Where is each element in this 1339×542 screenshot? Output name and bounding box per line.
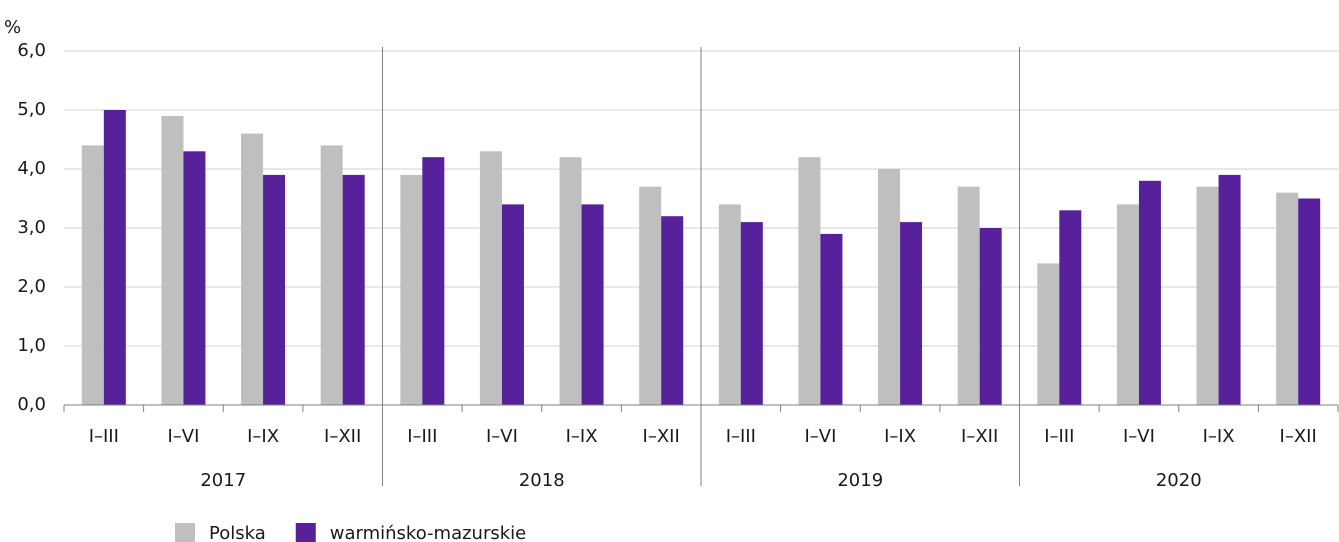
bar	[1298, 198, 1321, 405]
bar	[820, 233, 843, 405]
x-tick-label: I–IX	[247, 426, 279, 447]
group-label: 2019	[837, 470, 883, 491]
bar	[342, 174, 365, 405]
x-tick-label: I–VI	[486, 426, 518, 447]
group-label: 2020	[1156, 470, 1202, 491]
y-tick-label: 4,0	[17, 158, 46, 179]
bar	[501, 204, 524, 405]
bar	[740, 222, 763, 405]
x-tick-label: I–XII	[1280, 426, 1317, 447]
x-tick-label: I–III	[726, 426, 756, 447]
bar	[263, 174, 286, 405]
group-label: 2017	[200, 470, 246, 491]
bar	[1116, 204, 1139, 405]
x-tick-label: I–IX	[1203, 426, 1235, 447]
bar	[1059, 210, 1082, 405]
group-label: 2018	[519, 470, 565, 491]
bar	[798, 157, 821, 405]
bar	[1218, 174, 1241, 405]
bar	[581, 204, 604, 405]
y-tick-label: 0,0	[17, 394, 46, 415]
bar	[81, 145, 104, 405]
legend-swatch	[295, 523, 316, 542]
x-tick-label: I–XII	[324, 426, 361, 447]
bar	[1196, 186, 1219, 405]
bar	[479, 151, 502, 405]
x-tick-label: I–XII	[961, 426, 998, 447]
y-tick-label: 2,0	[17, 276, 46, 297]
bar	[320, 145, 343, 405]
x-tick-label: I–III	[1044, 426, 1074, 447]
bar	[900, 222, 923, 405]
bar	[878, 169, 901, 405]
bar	[422, 157, 445, 405]
x-tick-label: I–IX	[884, 426, 916, 447]
legend-swatch	[175, 523, 195, 542]
bar	[661, 216, 684, 405]
x-tick-label: I–VI	[167, 426, 199, 447]
bar	[979, 228, 1002, 405]
bar	[639, 186, 662, 405]
y-tick-label: 1,0	[17, 335, 46, 356]
bar	[161, 115, 184, 406]
bar	[241, 133, 264, 405]
bar	[103, 110, 126, 405]
bar	[1138, 180, 1161, 405]
x-tick-label: I–XII	[643, 426, 680, 447]
y-tick-label: 3,0	[17, 217, 46, 238]
y-tick-label: 6,0	[17, 40, 46, 61]
bar	[718, 204, 741, 405]
y-unit: %	[4, 17, 21, 38]
x-tick-label: I–III	[407, 426, 437, 447]
bar	[1037, 263, 1060, 405]
y-tick-label: 5,0	[17, 99, 46, 120]
bar	[400, 174, 423, 405]
x-tick-label: I–IX	[566, 426, 598, 447]
bar	[183, 151, 206, 405]
x-tick-label: I–III	[89, 426, 119, 447]
legend-label: warmińsko-mazurskie	[330, 523, 526, 542]
x-tick-label: I–VI	[1123, 426, 1155, 447]
bar	[559, 157, 582, 405]
x-tick-label: I–VI	[804, 426, 836, 447]
legend-label: Polska	[209, 523, 266, 542]
bar	[957, 186, 980, 405]
bar	[1276, 192, 1299, 405]
